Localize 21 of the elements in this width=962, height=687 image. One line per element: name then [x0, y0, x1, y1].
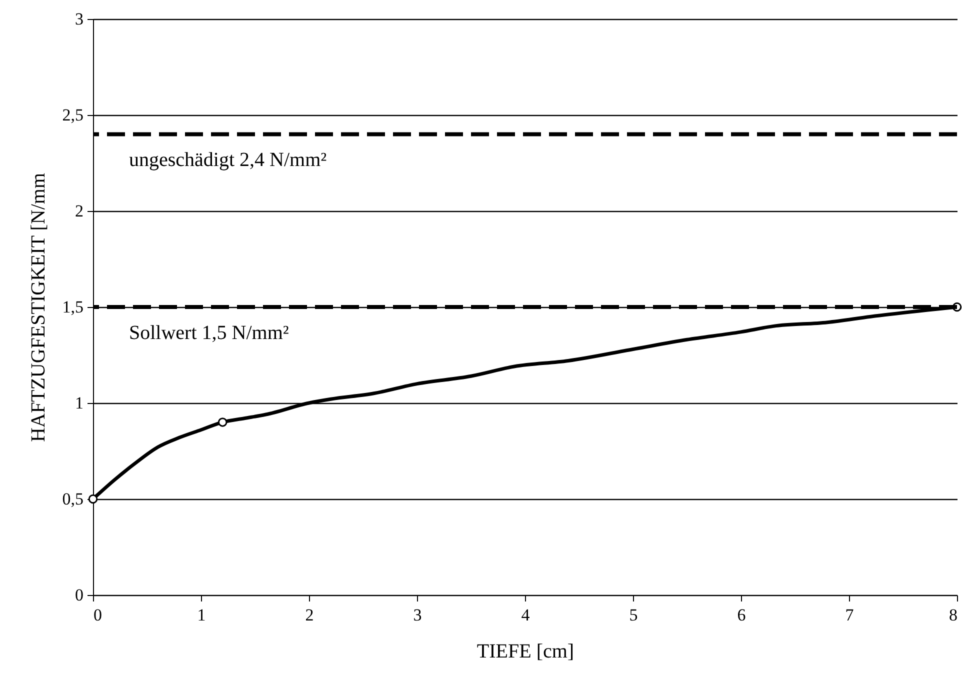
x-tick-label: 0: [94, 606, 102, 624]
y-tick-label: 0,5: [62, 490, 84, 508]
x-tick-label: 2: [305, 606, 314, 624]
y-tick-label: 2: [75, 202, 84, 220]
y-tick-label: 3: [75, 10, 84, 28]
x-tick-label: 6: [737, 606, 746, 624]
y-tick-label: 0: [75, 586, 84, 604]
y-tick-label: 2,5: [62, 106, 84, 124]
point: [218, 418, 228, 427]
x-tick-label: 7: [845, 606, 854, 624]
ref-line-label: Sollwert 1,5 N/mm²: [129, 322, 289, 344]
x-tick-label: 4: [521, 606, 530, 624]
x-tick-label: 3: [413, 606, 422, 624]
y-axis-title: HAFTZUGFESTIGKEIT [N/mm: [27, 172, 50, 442]
x-axis-title: TIEFE [cm]: [476, 640, 574, 662]
x-tick-label: 1: [197, 606, 206, 624]
y-tick-label: 1: [75, 394, 84, 412]
x-tick-label: 8: [949, 606, 958, 624]
ref-line-label: ungeschädigt 2,4 N/mm²: [129, 149, 327, 172]
y-tick-label: 1,5: [62, 298, 84, 316]
x-tick-label: 5: [629, 606, 638, 624]
